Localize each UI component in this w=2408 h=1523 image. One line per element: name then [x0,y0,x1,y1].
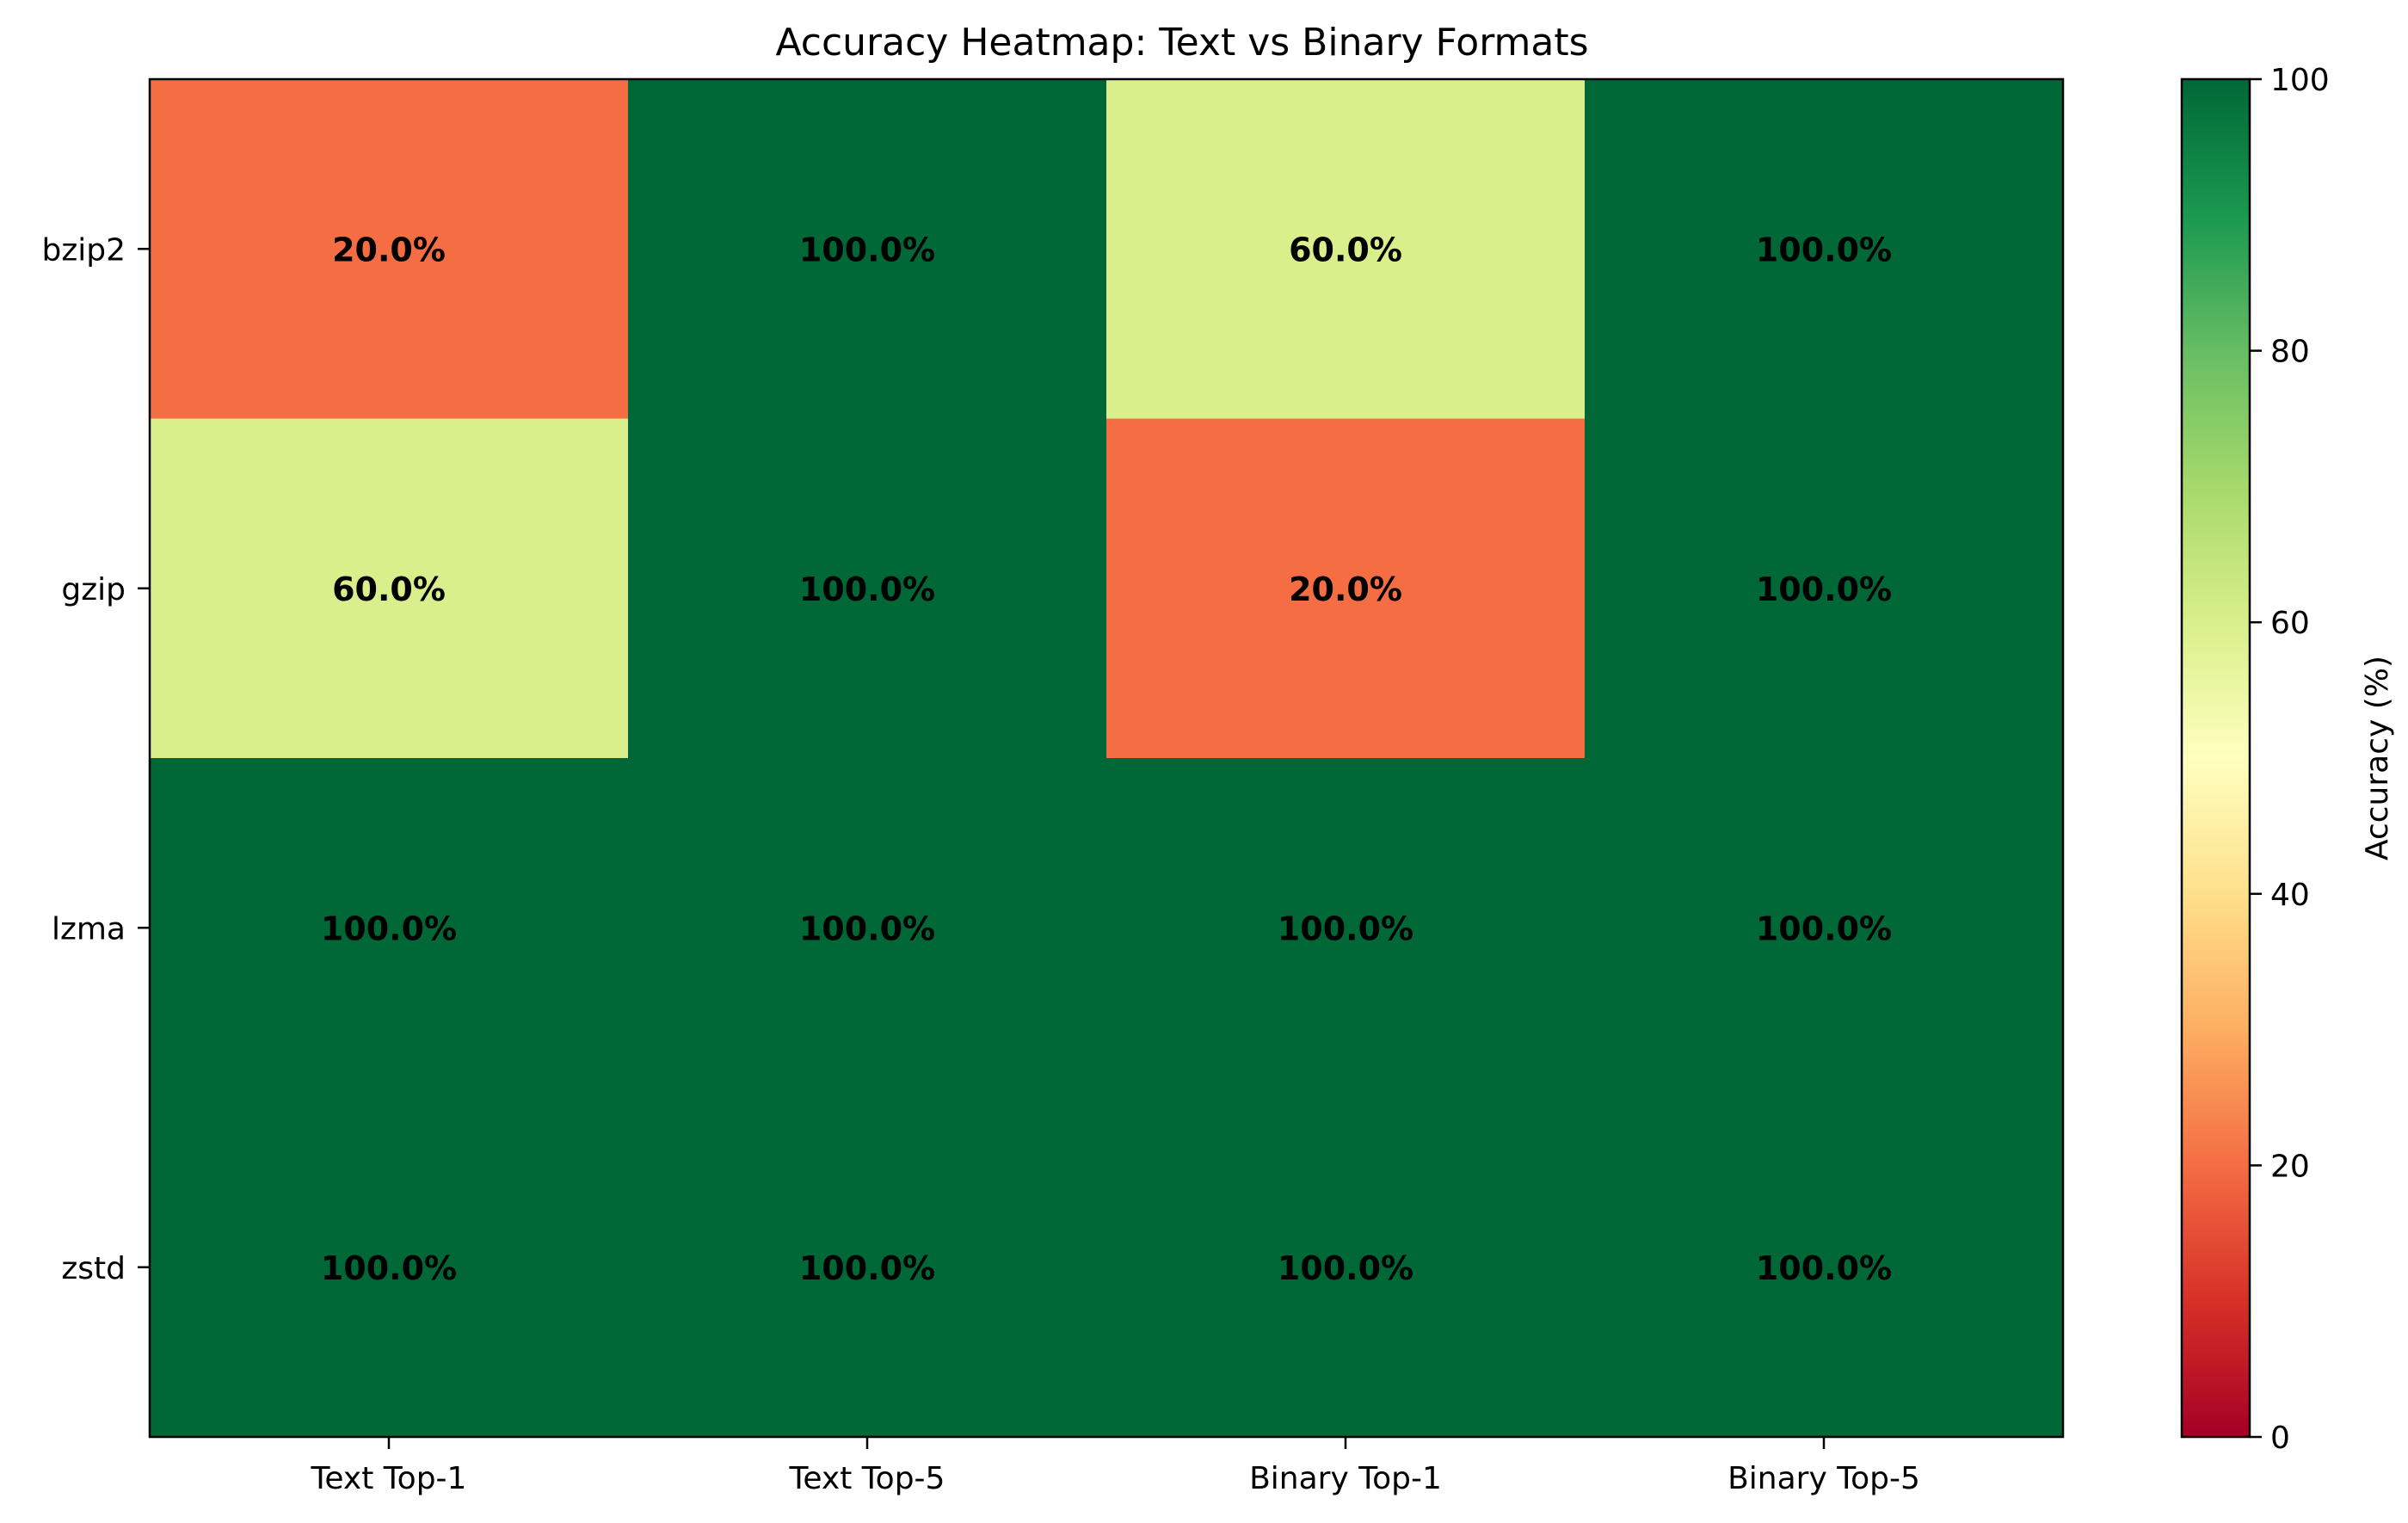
heatmap-cell [628,758,1107,1099]
x-tick-label: Text Top-1 [311,1461,467,1496]
x-tick-label: Binary Top-1 [1249,1461,1442,1496]
cell-value-label: 100.0% [321,909,457,947]
colorbar-gradient [2180,77,2251,1439]
colorbar-label: Accuracy (%) [2360,656,2395,860]
chart-title: Accuracy Heatmap: Text vs Binary Formats [775,21,1588,65]
cell-value-label: 20.0% [1289,570,1402,608]
heatmap-cell [1106,79,1586,420]
cell-value-label: 100.0% [799,231,935,268]
heatmap-cells: 20.0% 100.0% 60.0% 100.0% 60.0% 100.0% 20.0% 10… [150,79,2064,1438]
cell-value-label: 100.0% [321,1249,457,1287]
cell-value-label: 100.0% [1278,909,1413,947]
heatmap-cell [1585,1097,2064,1438]
colorbar-tick-label: 80 [2270,335,2310,370]
cell-value-label: 100.0% [1756,570,1892,608]
colorbar-tick-label: 0 [2270,1421,2290,1456]
colorbar-tick-label: 60 [2270,606,2310,641]
heatmap-cell [150,418,629,759]
heatmap-cell [1106,418,1586,759]
y-tick-label: lzma [52,911,126,946]
colorbar-tick-label: 40 [2270,878,2310,913]
heatmap-cell [1106,758,1586,1099]
heatmap-cell [1585,79,2064,420]
plot-frame [148,77,2065,1439]
cell-value-label: 100.0% [1756,231,1892,268]
colorbar-tick-label: 100 [2270,63,2330,98]
heatmap-cell [1106,1097,1586,1438]
y-tick-label: gzip [61,572,126,607]
heatmap-cell [1585,758,2064,1099]
y-tick-label: bzip2 [41,232,126,268]
heatmap-cell [150,1097,629,1438]
cell-value-label: 100.0% [1278,1249,1413,1287]
x-axis: Text Top-1 Text Top-5 Binary Top-1 Binary T… [311,1437,1920,1496]
heatmap-cell [150,758,629,1099]
heatmap-cell [150,79,629,420]
colorbar: Accuracy (%) 0 20 40 60 80 100 [2180,63,2395,1456]
x-tick-label: Text Top-5 [789,1461,945,1496]
x-tick-label: Binary Top-5 [1727,1461,1920,1496]
heatmap-cell [628,418,1107,759]
heatmap-cell [628,79,1107,420]
cell-value-label: 100.0% [799,570,935,608]
cell-value-label: 100.0% [799,909,935,947]
heatmap-cell [628,1097,1107,1438]
cell-value-label: 20.0% [332,231,446,268]
heatmap-cell [1585,418,2064,759]
cell-value-label: 100.0% [1756,909,1892,947]
colorbar-tick-label: 20 [2270,1149,2310,1184]
y-axis: bzip2 gzip lzma zstd [41,232,150,1286]
cell-value-label: 60.0% [1289,231,1402,268]
cell-value-label: 100.0% [1756,1249,1892,1287]
y-tick-label: zstd [61,1251,126,1286]
cell-value-label: 60.0% [332,570,446,608]
cell-value-label: 100.0% [799,1249,935,1287]
